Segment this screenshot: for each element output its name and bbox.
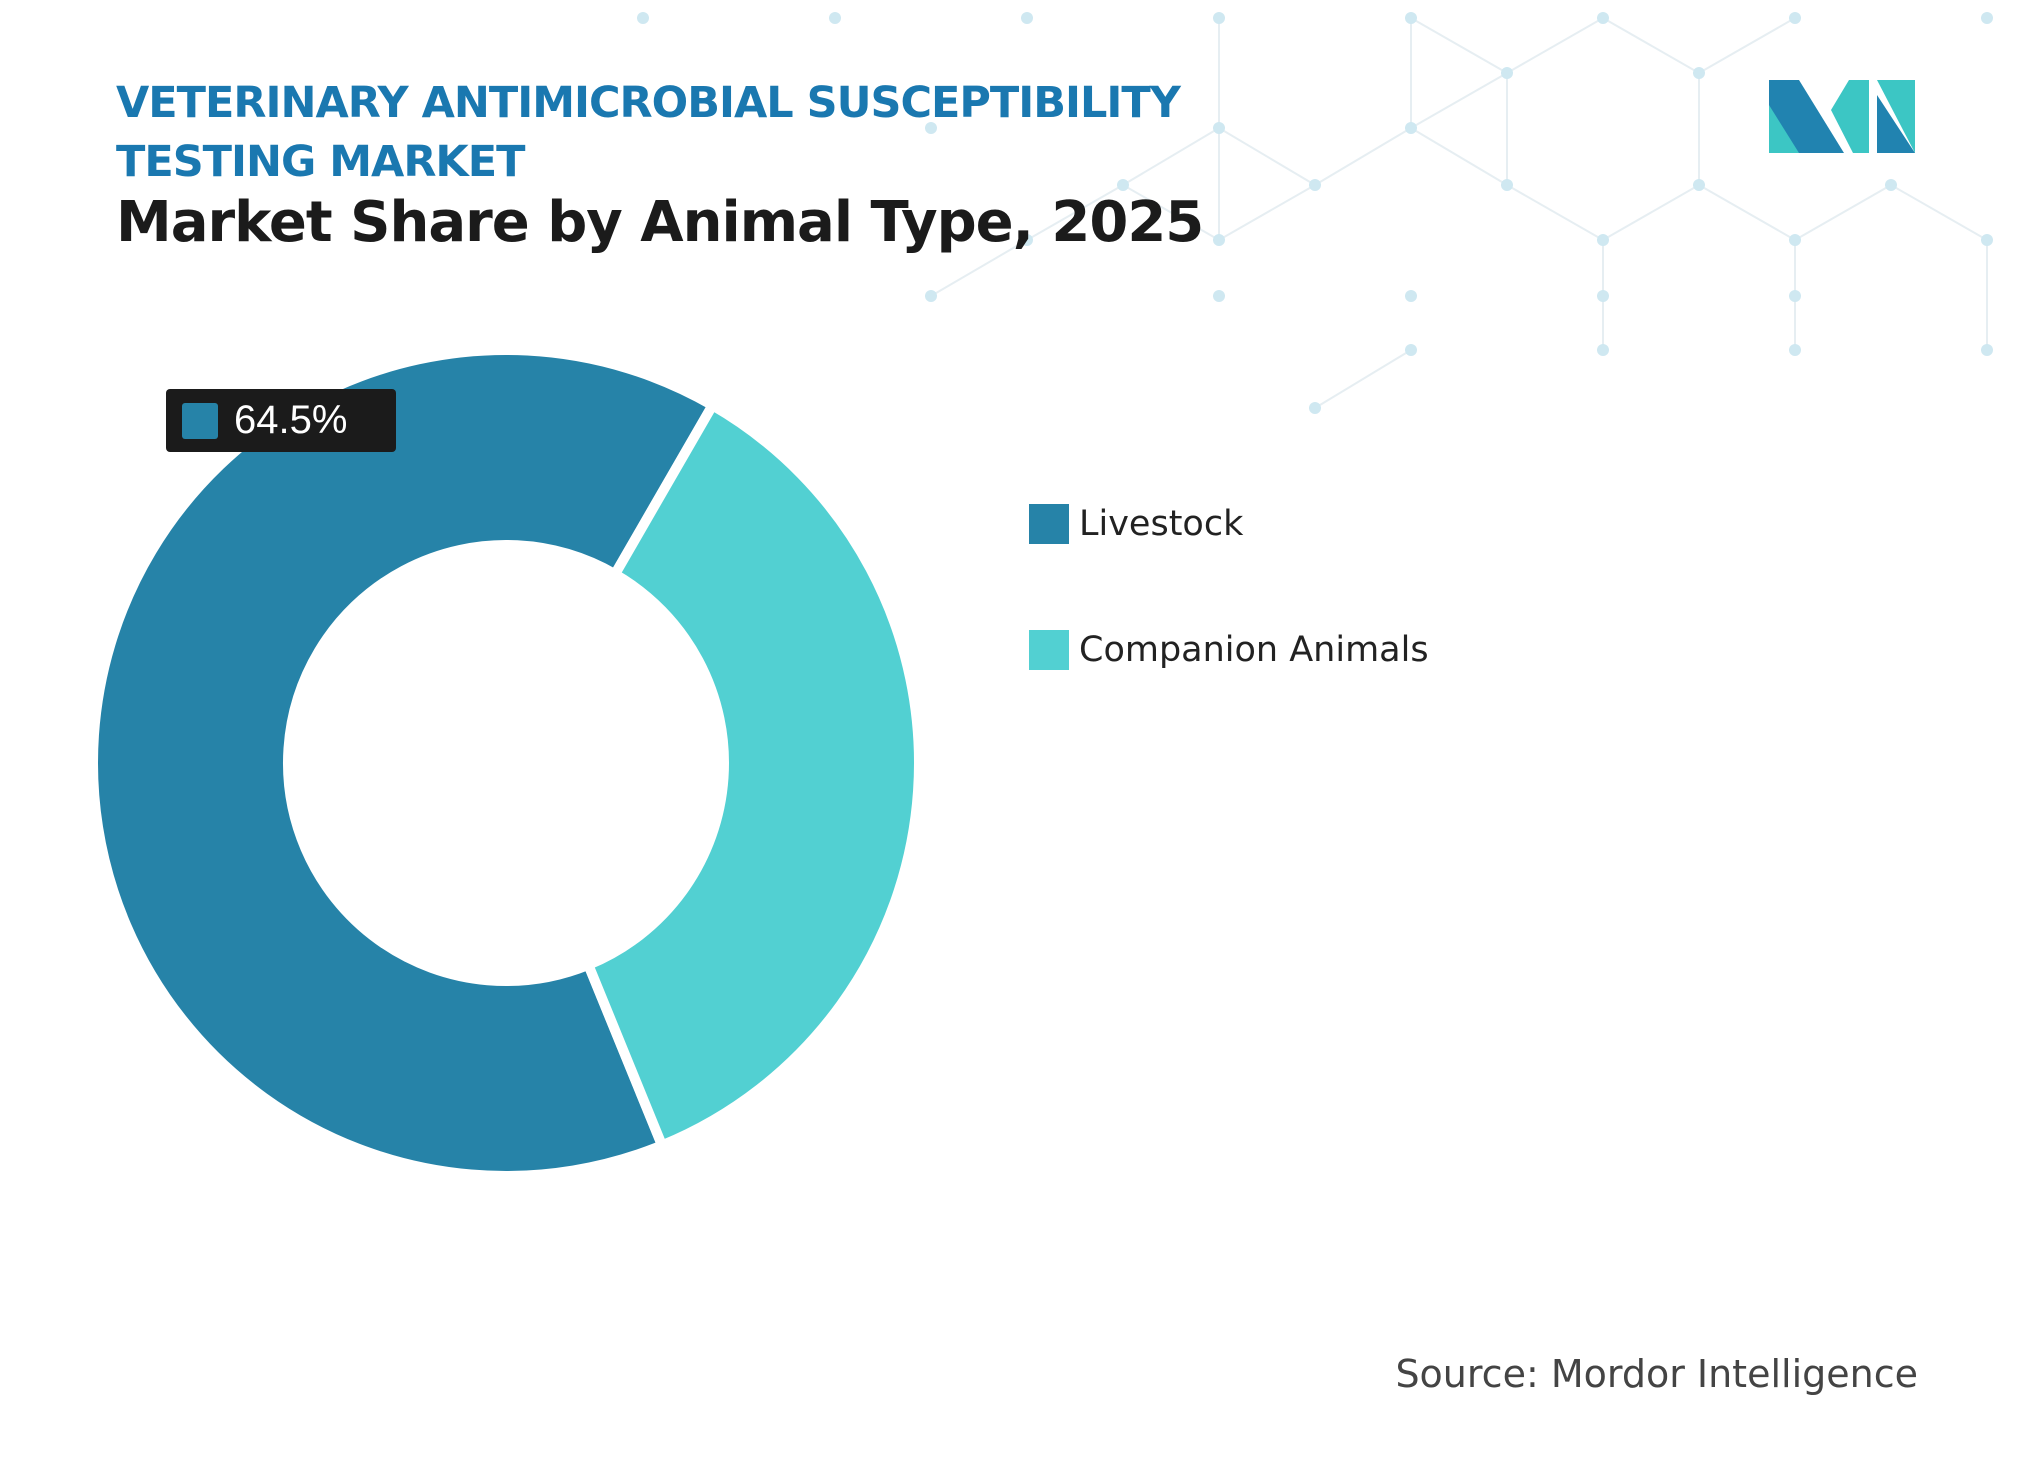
- pattern-dot: [1597, 290, 1609, 302]
- pattern-line: [1410, 72, 1508, 129]
- pattern-dot: [1693, 67, 1705, 79]
- pattern-dot: [1597, 344, 1609, 356]
- hexagon-background-pattern: [637, 12, 1993, 414]
- pattern-line: [1506, 184, 1604, 241]
- pattern-dot: [1789, 344, 1801, 356]
- pattern-line: [1506, 17, 1604, 74]
- pattern-dot: [1213, 234, 1225, 246]
- pattern-line: [1122, 127, 1220, 186]
- pattern-dot: [925, 290, 937, 302]
- pattern-line: [1218, 127, 1316, 186]
- pattern-dot: [1597, 12, 1609, 24]
- pattern-line: [1218, 184, 1316, 241]
- pattern-line: [1890, 184, 1988, 241]
- pattern-dot: [1981, 344, 1993, 356]
- pattern-dot: [1213, 12, 1225, 24]
- pattern-line: [1698, 184, 1796, 241]
- legend-item-companion-animals: Companion Animals: [1029, 630, 1429, 670]
- pattern-line: [1410, 17, 1508, 74]
- pattern-dot: [1117, 179, 1129, 191]
- pattern-line: [1026, 184, 1124, 241]
- pattern-dot: [1213, 122, 1225, 134]
- pattern-line: [1314, 349, 1412, 409]
- legend-swatch-companion-animals: [1029, 630, 1069, 670]
- pattern-dot: [1789, 12, 1801, 24]
- pattern-dot: [1021, 12, 1033, 24]
- pattern-dot: [1981, 234, 1993, 246]
- source-note: Source: Mordor Intelligence: [1395, 1352, 1918, 1396]
- donut-slice-livestock: [88, 345, 720, 1181]
- legend-item-livestock: Livestock: [1029, 504, 1243, 544]
- pattern-dot: [1501, 67, 1513, 79]
- legend-label: Livestock: [1079, 504, 1244, 544]
- pattern-line: [1314, 127, 1412, 186]
- pattern-line: [1122, 184, 1220, 241]
- pattern-line: [1602, 184, 1700, 241]
- donut-slice-companion-animals: [581, 398, 924, 1152]
- livestock-color-swatch: [182, 402, 218, 439]
- pattern-dot: [1309, 179, 1321, 191]
- legend-label: Companion Animals: [1079, 630, 1429, 670]
- pattern-line: [1794, 184, 1892, 241]
- pattern-dot: [1693, 179, 1705, 191]
- pattern-dot: [829, 12, 841, 24]
- pattern-dot: [637, 12, 649, 24]
- pattern-dot: [1789, 234, 1801, 246]
- report-title: VETERINARY ANTIMICROBIAL SUSCEPTIBILITY …: [116, 78, 1181, 187]
- pattern-dot: [1405, 12, 1417, 24]
- pattern-dot: [1885, 179, 1897, 191]
- pattern-dot: [1789, 290, 1801, 302]
- data-label-livestock: 64.5%: [166, 389, 396, 452]
- pattern-dot: [1597, 234, 1609, 246]
- pattern-dot: [1405, 122, 1417, 134]
- pattern-line: [1410, 127, 1508, 186]
- mordor-intelligence-logo: [1769, 80, 1915, 153]
- pattern-line: [1698, 17, 1796, 74]
- pattern-dot: [1405, 290, 1417, 302]
- pattern-dot: [1501, 179, 1513, 191]
- pattern-dot: [1213, 290, 1225, 302]
- pattern-dot: [1021, 234, 1033, 246]
- donut-chart: [88, 345, 924, 1181]
- pattern-line: [1602, 17, 1700, 74]
- pattern-dot: [925, 122, 937, 134]
- pattern-dot: [1405, 344, 1417, 356]
- pattern-line: [930, 239, 1028, 297]
- data-label-text: 64.5%: [234, 398, 348, 442]
- chart-subtitle: Market Share by Animal Type, 2025: [116, 190, 1204, 255]
- pattern-dot: [1981, 12, 1993, 24]
- pattern-dot: [1309, 402, 1321, 414]
- legend-swatch-livestock: [1029, 504, 1069, 544]
